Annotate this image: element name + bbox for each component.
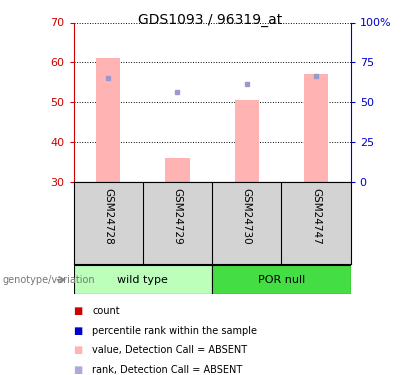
FancyBboxPatch shape [212,265,351,294]
Bar [235,100,259,182]
Text: POR null: POR null [258,275,305,285]
Text: GSM24747: GSM24747 [311,189,321,245]
Text: value, Detection Call = ABSENT: value, Detection Call = ABSENT [92,345,247,355]
FancyBboxPatch shape [74,265,212,294]
Bar [304,74,328,182]
Text: ■: ■ [74,326,83,336]
Text: rank, Detection Call = ABSENT: rank, Detection Call = ABSENT [92,365,243,375]
Text: count: count [92,306,120,316]
Text: wild type: wild type [117,275,168,285]
Text: GSM24730: GSM24730 [242,189,252,245]
Text: GSM24729: GSM24729 [173,189,182,245]
Text: ■: ■ [74,345,83,355]
Bar [165,158,189,182]
Text: ■: ■ [74,365,83,375]
Text: ■: ■ [74,306,83,316]
Text: GSM24728: GSM24728 [103,189,113,245]
Text: percentile rank within the sample: percentile rank within the sample [92,326,257,336]
Bar [96,58,120,182]
Text: genotype/variation: genotype/variation [2,275,95,285]
Text: GDS1093 / 96319_at: GDS1093 / 96319_at [138,13,282,27]
